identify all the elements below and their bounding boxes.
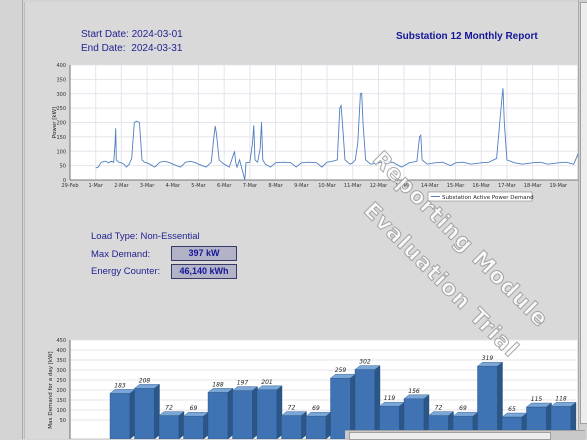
bar-side <box>302 412 307 439</box>
vertical-scrollbar-thumb[interactable] <box>580 2 587 424</box>
bar-y-tick-label: 300 <box>56 368 66 374</box>
line-x-tick-label: 15-Mar <box>447 183 466 189</box>
bar-front <box>110 393 130 439</box>
bar-side <box>498 362 503 439</box>
line-x-tick-label: 12-Mar <box>370 183 389 189</box>
bar-front <box>208 392 228 439</box>
bar-front <box>257 390 277 439</box>
line-x-tick-label: 8-Mar <box>268 183 283 189</box>
line-x-tick-label: 6-Mar <box>217 183 232 189</box>
bar-side <box>130 389 135 439</box>
bar-value-label: 197 <box>237 380 249 387</box>
line-y-tick-label: 50 <box>60 164 66 170</box>
bar-front <box>135 388 155 439</box>
bar-y-tick-label: 100 <box>56 408 66 414</box>
bar-value-label: 208 <box>139 377 151 384</box>
bar-value-label: 69 <box>190 405 198 412</box>
line-legend-label: Substation Active Power Demand <box>442 195 534 201</box>
bar-front <box>355 370 375 439</box>
line-x-tick-label: 2-Mar <box>114 183 129 189</box>
bar-value-label: 188 <box>212 381 224 388</box>
bar-value-label: 69 <box>312 405 320 412</box>
bar-side <box>375 366 380 439</box>
vertical-scrollbar[interactable] <box>578 0 587 439</box>
bar-value-label: 156 <box>408 388 420 395</box>
bar-value-label: 302 <box>359 359 371 366</box>
bar-y-tick-label: 350 <box>56 358 66 364</box>
line-y-tick-label: 100 <box>56 149 66 155</box>
line-x-tick-label: 4-Mar <box>166 183 181 189</box>
bar-value-label: 65 <box>508 406 516 413</box>
bar-value-label: 69 <box>459 405 467 412</box>
line-x-tick-label: 11-Mar <box>344 183 363 189</box>
bar-side <box>253 387 258 439</box>
bar-y-tick-label: 250 <box>56 378 66 384</box>
line-x-tick-label: 10-Mar <box>318 183 337 189</box>
bar-value-label: 72 <box>435 405 443 412</box>
bar-value-label: 115 <box>531 396 543 403</box>
line-x-tick-label: 7-Mar <box>243 183 258 189</box>
bar-value-label: 259 <box>335 367 347 374</box>
bar-y-axis-label: Max Demand for a day [kW] <box>48 351 54 428</box>
line-x-tick-label: 5-Mar <box>191 183 206 189</box>
line-y-tick-label: 300 <box>56 92 66 98</box>
bar-value-label: 118 <box>555 395 567 402</box>
line-y-axis-label: Power [kW] <box>52 107 58 138</box>
bar-front <box>159 416 179 439</box>
bar-side <box>155 384 160 439</box>
bar-side <box>277 386 282 439</box>
bar-front <box>233 391 253 439</box>
line-x-tick-label: 18-Mar <box>524 183 543 189</box>
bar-front <box>282 416 302 439</box>
bar-value-label: 119 <box>384 395 396 402</box>
bar-front <box>478 366 498 439</box>
line-x-tick-label: 19-Mar <box>549 183 568 189</box>
line-x-tick-label: 1-Mar <box>88 183 103 189</box>
bar-front <box>306 416 326 439</box>
bar-y-tick-label: 150 <box>56 398 66 404</box>
bar-y-tick-label: 400 <box>56 348 66 354</box>
line-x-tick-label: 3-Mar <box>140 183 155 189</box>
line-x-tick-label: 9-Mar <box>294 183 309 189</box>
bar-side <box>179 412 184 439</box>
bar-y-tick-label: 450 <box>56 338 66 344</box>
bar-y-tick-label: 50 <box>60 418 66 424</box>
bar-front <box>184 416 204 439</box>
bar-value-label: 72 <box>288 405 296 412</box>
bar-value-label: 183 <box>114 382 126 389</box>
line-y-tick-label: 350 <box>56 77 66 83</box>
line-x-tick-label: 17-Mar <box>498 183 517 189</box>
bar-value-label: 72 <box>165 405 173 412</box>
bar-value-label: 319 <box>482 355 494 362</box>
bar-side <box>228 388 233 439</box>
bar-side <box>326 412 331 439</box>
line-x-tick-label: 29-Feb <box>61 183 78 189</box>
bar-side <box>204 412 209 439</box>
line-y-tick-label: 400 <box>56 63 66 69</box>
bar-value-label: 201 <box>261 379 272 386</box>
line-x-tick-label: 16-Mar <box>472 183 491 189</box>
bar-y-tick-label: 200 <box>56 388 66 394</box>
